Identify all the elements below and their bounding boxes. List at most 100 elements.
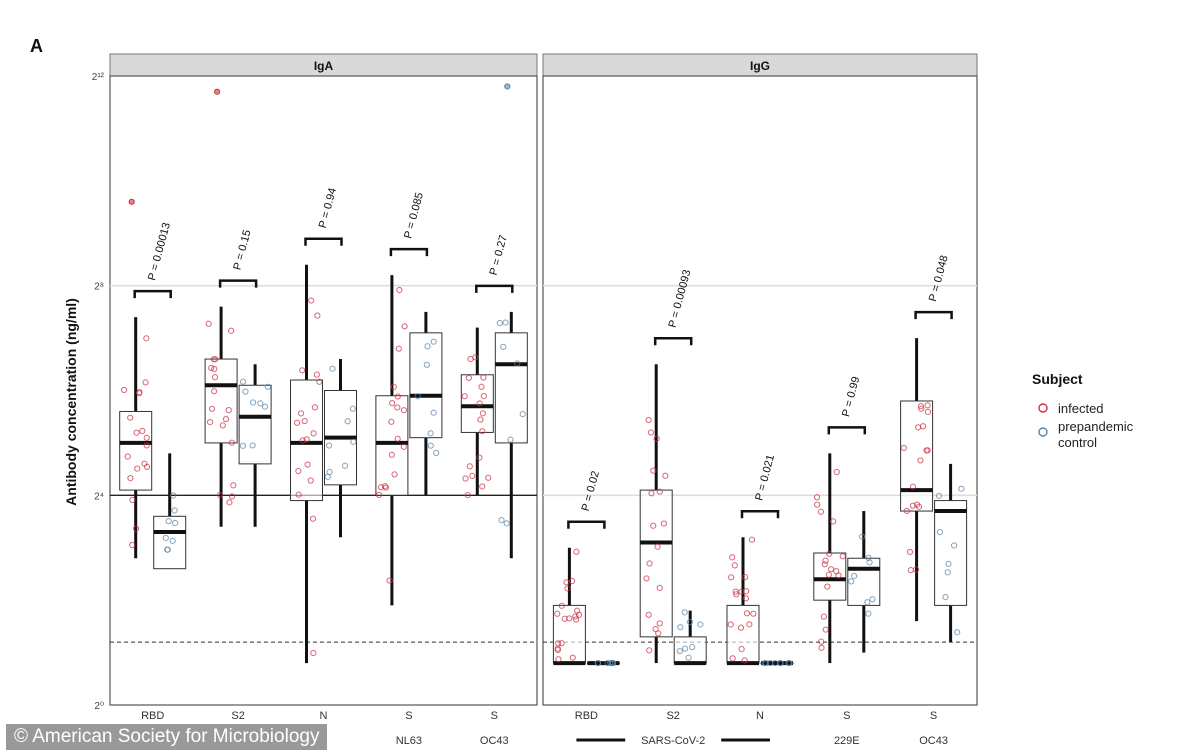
infected-point [733, 591, 740, 598]
control-point [261, 403, 269, 410]
y-axis: Antibody concentration (ng/ml) 2⁰ 2⁴ 2⁸ 2¹² [63, 72, 105, 712]
infected-box [119, 410, 153, 491]
infected-point [143, 442, 150, 449]
infected-point [308, 297, 315, 304]
infected-point [225, 406, 232, 414]
infected-point [129, 496, 136, 503]
infected-point [817, 508, 825, 515]
legend: Subject infected prepandemic control [1032, 371, 1134, 450]
legend-infected-label: infected [1058, 401, 1104, 416]
control-point [427, 430, 434, 437]
infected-point [924, 408, 932, 415]
infected-point [206, 418, 214, 426]
control-point [777, 659, 784, 667]
control-point [169, 537, 176, 544]
infected-point [909, 502, 917, 509]
control-point [503, 520, 510, 527]
infected-point [918, 405, 925, 412]
infected-point [480, 393, 487, 400]
infected-point [731, 562, 738, 569]
infected-point [820, 613, 827, 620]
infected-point [818, 638, 825, 645]
control-point [433, 449, 440, 456]
infected-point [656, 488, 663, 495]
control-point [264, 383, 272, 390]
x-tick-sublabel: 229E [834, 735, 860, 747]
infected-point [208, 405, 216, 412]
infected-point [310, 649, 317, 657]
infected-point [742, 595, 750, 602]
infected-point [662, 472, 669, 479]
control-point [507, 436, 514, 443]
infected-point [652, 625, 659, 633]
infected-point [477, 416, 484, 423]
control-point [164, 546, 171, 553]
infected-point [917, 403, 925, 410]
control-point [604, 659, 611, 667]
control-point [686, 618, 694, 626]
infected-point [219, 422, 226, 429]
x-tick-label: S2 [666, 710, 679, 722]
control-point [498, 517, 505, 524]
significance-bracket [914, 310, 953, 320]
infected-point [462, 475, 469, 482]
infected-point [129, 541, 136, 549]
infected-point [924, 402, 931, 409]
infected-box [204, 358, 238, 444]
infected-point [310, 430, 317, 437]
infected-point [400, 443, 407, 450]
infected-point [134, 465, 141, 472]
infected-point [554, 610, 561, 617]
infected-point [825, 571, 832, 578]
infected-point [124, 453, 131, 460]
infected-point [564, 585, 571, 592]
significance-bracket [133, 289, 172, 299]
copyright-credit: © American Society for Microbiology [6, 724, 328, 750]
x-tick-label: N [320, 710, 328, 722]
infected-point [821, 561, 828, 568]
infected-box [726, 604, 760, 664]
infected-point [656, 620, 663, 627]
infected-point [645, 611, 652, 618]
x-tick-sublabel: NL63 [396, 735, 422, 747]
control-point [519, 410, 526, 418]
infected-point [136, 389, 143, 396]
facet-strip-label: IgG [750, 59, 770, 73]
infected-point [390, 383, 397, 390]
infected-point [313, 371, 320, 378]
infected-point [650, 467, 657, 474]
infected-point [297, 410, 305, 417]
infected-point [478, 383, 485, 390]
infected-point [211, 388, 218, 395]
infected-point [917, 457, 924, 464]
infected-point [388, 451, 395, 458]
control-point [414, 393, 421, 400]
x-group-label: SARS-CoV-2 [641, 735, 705, 747]
x-tick-label: S [843, 710, 850, 722]
control-point [430, 409, 437, 416]
control-point [676, 647, 683, 655]
control-point [514, 360, 521, 367]
x-tick-label: RBD [575, 710, 598, 722]
infected-point [216, 491, 224, 499]
control-point [239, 378, 247, 385]
infected-point [566, 615, 573, 622]
infected-point [573, 548, 580, 555]
infected-point [479, 410, 486, 417]
control-point [325, 442, 333, 449]
infected-point [915, 424, 922, 431]
infected-point [143, 434, 150, 441]
legend-control-label-line1: prepandemic [1058, 419, 1134, 434]
infected-point [222, 415, 230, 423]
infected-point [139, 427, 146, 435]
infected-point [469, 472, 476, 479]
significance-bracket [218, 279, 258, 288]
significance-bracket [304, 237, 343, 246]
legend-control-marker [1038, 427, 1048, 437]
infected-point [299, 367, 306, 374]
control-box [494, 332, 528, 444]
